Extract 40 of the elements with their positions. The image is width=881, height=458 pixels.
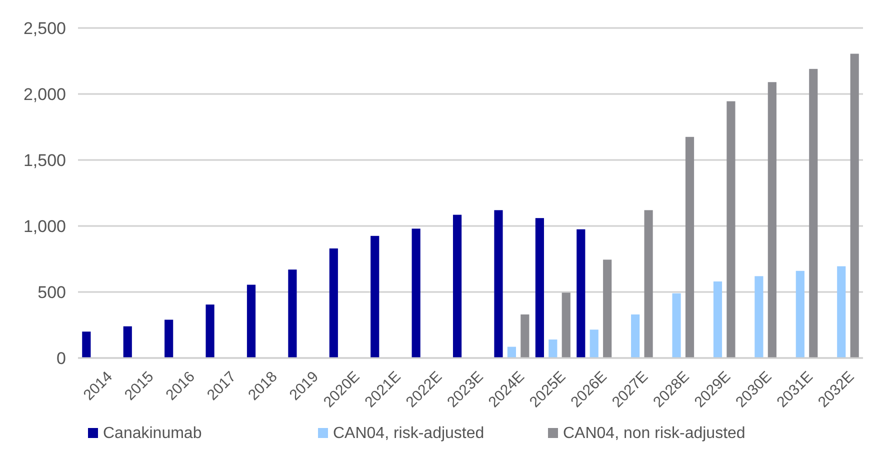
bar — [562, 292, 570, 358]
bar — [644, 210, 653, 358]
bar — [603, 260, 612, 358]
bar — [370, 236, 380, 358]
bar — [288, 270, 297, 358]
bar — [164, 320, 174, 358]
bar — [520, 314, 530, 358]
bar — [726, 101, 736, 358]
legend-label: Canakinumab — [103, 425, 202, 442]
bar — [576, 229, 586, 358]
legend-label: CAN04, non risk-adjusted — [563, 425, 746, 442]
bar — [685, 136, 694, 358]
y-tick-label: 1,000 — [23, 216, 66, 236]
bar — [507, 346, 516, 358]
bar — [850, 54, 859, 358]
bar — [82, 332, 91, 358]
y-tick-label: 1,500 — [23, 150, 66, 170]
bar — [548, 340, 558, 358]
bar — [796, 270, 804, 358]
bar — [494, 210, 503, 358]
bar — [837, 266, 846, 358]
y-tick-label: 0 — [56, 348, 66, 368]
y-tick-label: 2,500 — [23, 18, 66, 38]
bar — [246, 284, 256, 358]
bar — [713, 281, 722, 358]
legend-label: CAN04, risk-adjusted — [333, 425, 484, 442]
bar — [590, 330, 598, 358]
y-tick-label: 2,000 — [23, 84, 66, 104]
bar — [206, 304, 214, 358]
bar — [412, 228, 420, 358]
bar — [809, 68, 818, 358]
bar — [123, 326, 132, 358]
bar — [452, 214, 462, 358]
bar — [754, 276, 764, 358]
bar — [631, 314, 640, 358]
bar — [672, 293, 681, 358]
y-tick-label: 500 — [38, 282, 66, 302]
bar — [768, 82, 776, 358]
bar — [329, 248, 338, 358]
bar — [535, 218, 544, 358]
